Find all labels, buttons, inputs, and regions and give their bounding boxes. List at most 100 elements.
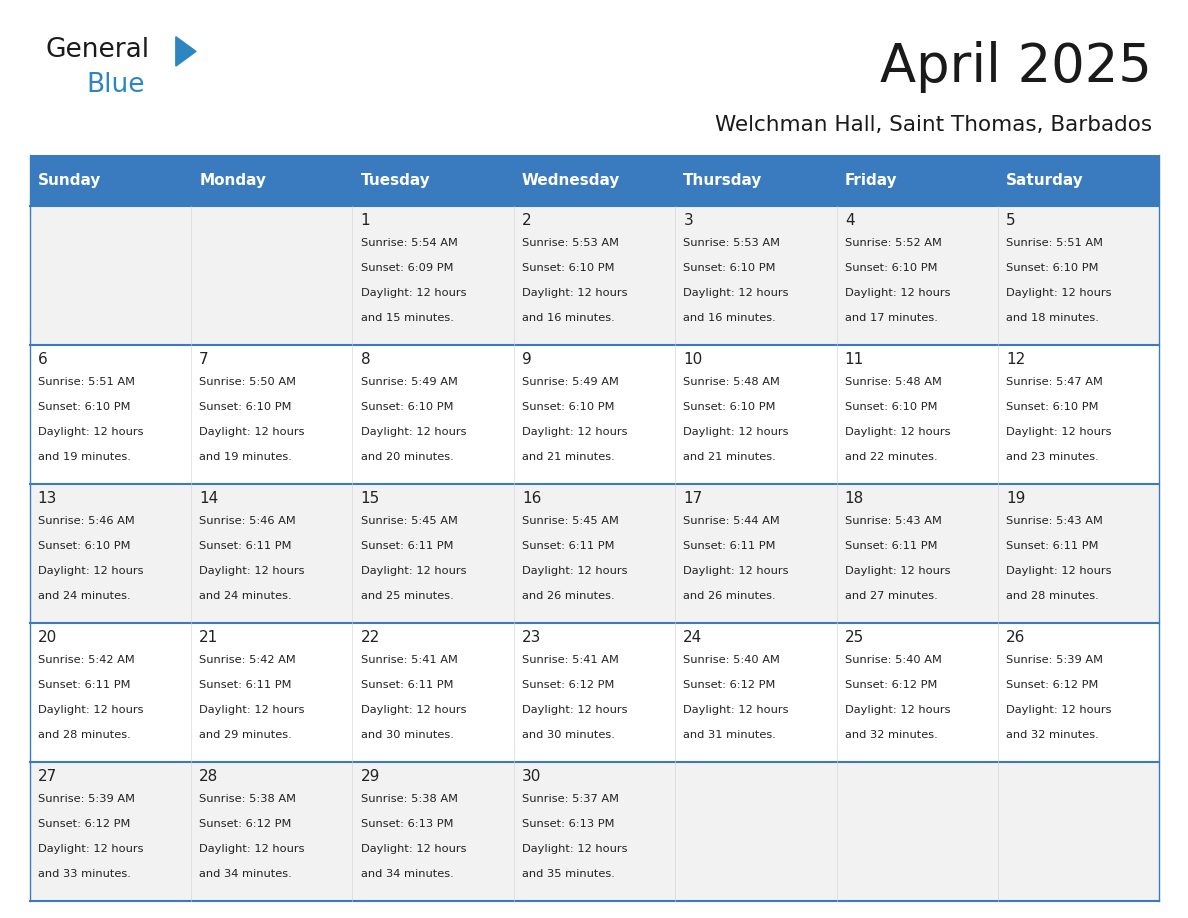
Text: Sunset: 6:10 PM: Sunset: 6:10 PM	[1006, 402, 1099, 412]
Text: Sunset: 6:11 PM: Sunset: 6:11 PM	[38, 680, 131, 690]
Text: 24: 24	[683, 630, 702, 645]
Text: 30: 30	[522, 769, 542, 784]
Text: Daylight: 12 hours: Daylight: 12 hours	[1006, 566, 1112, 577]
Text: Sunrise: 5:53 AM: Sunrise: 5:53 AM	[522, 238, 619, 248]
Text: 16: 16	[522, 491, 542, 506]
Text: Sunrise: 5:46 AM: Sunrise: 5:46 AM	[200, 516, 296, 526]
Text: Sunset: 6:10 PM: Sunset: 6:10 PM	[1006, 263, 1099, 273]
Text: Tuesday: Tuesday	[361, 173, 430, 188]
Text: Sunset: 6:10 PM: Sunset: 6:10 PM	[683, 402, 776, 412]
Text: 22: 22	[361, 630, 380, 645]
Text: and 32 minutes.: and 32 minutes.	[1006, 731, 1099, 740]
Text: Sunset: 6:11 PM: Sunset: 6:11 PM	[200, 542, 292, 551]
Text: 18: 18	[845, 491, 864, 506]
Text: Sunrise: 5:48 AM: Sunrise: 5:48 AM	[683, 377, 781, 387]
Text: and 30 minutes.: and 30 minutes.	[522, 731, 615, 740]
Text: Daylight: 12 hours: Daylight: 12 hours	[845, 427, 950, 437]
Text: Sunrise: 5:41 AM: Sunrise: 5:41 AM	[361, 655, 457, 666]
Text: and 16 minutes.: and 16 minutes.	[683, 313, 776, 323]
Text: Sunrise: 5:40 AM: Sunrise: 5:40 AM	[845, 655, 942, 666]
Text: Sunset: 6:11 PM: Sunset: 6:11 PM	[361, 680, 453, 690]
Text: Daylight: 12 hours: Daylight: 12 hours	[38, 566, 144, 577]
Text: Daylight: 12 hours: Daylight: 12 hours	[200, 427, 304, 437]
Text: 26: 26	[1006, 630, 1025, 645]
Text: 5: 5	[1006, 213, 1016, 228]
Text: Daylight: 12 hours: Daylight: 12 hours	[522, 566, 627, 577]
Text: Sunrise: 5:53 AM: Sunrise: 5:53 AM	[683, 238, 781, 248]
Text: and 22 minutes.: and 22 minutes.	[845, 453, 937, 462]
Text: Thursday: Thursday	[683, 173, 763, 188]
Text: 4: 4	[845, 213, 854, 228]
Text: Sunset: 6:12 PM: Sunset: 6:12 PM	[38, 820, 131, 829]
Text: and 28 minutes.: and 28 minutes.	[1006, 591, 1099, 601]
Text: Sunrise: 5:38 AM: Sunrise: 5:38 AM	[361, 794, 457, 804]
Text: and 16 minutes.: and 16 minutes.	[522, 313, 614, 323]
Text: Sunrise: 5:40 AM: Sunrise: 5:40 AM	[683, 655, 781, 666]
Text: Daylight: 12 hours: Daylight: 12 hours	[1006, 288, 1112, 298]
Text: 28: 28	[200, 769, 219, 784]
Text: 13: 13	[38, 491, 57, 506]
Text: and 24 minutes.: and 24 minutes.	[200, 591, 292, 601]
Text: Sunrise: 5:47 AM: Sunrise: 5:47 AM	[1006, 377, 1102, 387]
Text: Daylight: 12 hours: Daylight: 12 hours	[522, 705, 627, 715]
Text: Sunset: 6:12 PM: Sunset: 6:12 PM	[200, 820, 291, 829]
Text: Sunset: 6:10 PM: Sunset: 6:10 PM	[845, 263, 937, 273]
Text: Sunset: 6:10 PM: Sunset: 6:10 PM	[522, 263, 614, 273]
Text: Sunset: 6:11 PM: Sunset: 6:11 PM	[683, 542, 776, 551]
Text: Sunset: 6:11 PM: Sunset: 6:11 PM	[1006, 542, 1099, 551]
Text: Sunset: 6:13 PM: Sunset: 6:13 PM	[522, 820, 614, 829]
Text: Sunday: Sunday	[38, 173, 101, 188]
Text: Sunset: 6:11 PM: Sunset: 6:11 PM	[361, 542, 453, 551]
Text: and 30 minutes.: and 30 minutes.	[361, 731, 454, 740]
Text: Sunrise: 5:41 AM: Sunrise: 5:41 AM	[522, 655, 619, 666]
Text: Welchman Hall, Saint Thomas, Barbados: Welchman Hall, Saint Thomas, Barbados	[715, 115, 1152, 135]
Text: Sunrise: 5:42 AM: Sunrise: 5:42 AM	[200, 655, 296, 666]
Text: Sunset: 6:12 PM: Sunset: 6:12 PM	[683, 680, 776, 690]
Text: Sunset: 6:11 PM: Sunset: 6:11 PM	[522, 542, 614, 551]
Text: Sunrise: 5:49 AM: Sunrise: 5:49 AM	[361, 377, 457, 387]
Text: and 23 minutes.: and 23 minutes.	[1006, 453, 1099, 462]
Text: and 26 minutes.: and 26 minutes.	[522, 591, 614, 601]
Text: 29: 29	[361, 769, 380, 784]
Text: Daylight: 12 hours: Daylight: 12 hours	[38, 427, 144, 437]
Text: Sunrise: 5:38 AM: Sunrise: 5:38 AM	[200, 794, 296, 804]
Text: Sunrise: 5:44 AM: Sunrise: 5:44 AM	[683, 516, 781, 526]
Text: Daylight: 12 hours: Daylight: 12 hours	[522, 845, 627, 855]
Text: 15: 15	[361, 491, 380, 506]
Text: 9: 9	[522, 352, 532, 367]
Text: Sunrise: 5:43 AM: Sunrise: 5:43 AM	[1006, 516, 1102, 526]
Text: 17: 17	[683, 491, 702, 506]
Text: Friday: Friday	[845, 173, 897, 188]
Text: Daylight: 12 hours: Daylight: 12 hours	[845, 566, 950, 577]
Text: and 24 minutes.: and 24 minutes.	[38, 591, 131, 601]
Text: Sunset: 6:10 PM: Sunset: 6:10 PM	[522, 402, 614, 412]
Text: Sunrise: 5:37 AM: Sunrise: 5:37 AM	[522, 794, 619, 804]
Text: Sunset: 6:12 PM: Sunset: 6:12 PM	[845, 680, 937, 690]
Text: and 34 minutes.: and 34 minutes.	[200, 869, 292, 879]
Text: Daylight: 12 hours: Daylight: 12 hours	[200, 705, 304, 715]
Text: 23: 23	[522, 630, 542, 645]
Text: and 20 minutes.: and 20 minutes.	[361, 453, 454, 462]
Text: and 21 minutes.: and 21 minutes.	[683, 453, 776, 462]
Text: and 15 minutes.: and 15 minutes.	[361, 313, 454, 323]
Text: Daylight: 12 hours: Daylight: 12 hours	[38, 845, 144, 855]
Text: Sunrise: 5:51 AM: Sunrise: 5:51 AM	[38, 377, 134, 387]
Text: Daylight: 12 hours: Daylight: 12 hours	[200, 845, 304, 855]
Text: 25: 25	[845, 630, 864, 645]
Text: and 18 minutes.: and 18 minutes.	[1006, 313, 1099, 323]
Text: and 33 minutes.: and 33 minutes.	[38, 869, 131, 879]
Text: 2: 2	[522, 213, 531, 228]
Text: Daylight: 12 hours: Daylight: 12 hours	[683, 427, 789, 437]
Text: Sunrise: 5:39 AM: Sunrise: 5:39 AM	[38, 794, 134, 804]
Text: Wednesday: Wednesday	[522, 173, 620, 188]
Text: and 21 minutes.: and 21 minutes.	[522, 453, 614, 462]
Text: and 35 minutes.: and 35 minutes.	[522, 869, 615, 879]
Text: and 17 minutes.: and 17 minutes.	[845, 313, 937, 323]
Text: Sunrise: 5:42 AM: Sunrise: 5:42 AM	[38, 655, 134, 666]
Text: Sunrise: 5:45 AM: Sunrise: 5:45 AM	[522, 516, 619, 526]
Text: 10: 10	[683, 352, 702, 367]
Text: and 28 minutes.: and 28 minutes.	[38, 731, 131, 740]
Text: Daylight: 12 hours: Daylight: 12 hours	[361, 705, 466, 715]
Text: Sunset: 6:10 PM: Sunset: 6:10 PM	[845, 402, 937, 412]
Text: Sunset: 6:10 PM: Sunset: 6:10 PM	[38, 402, 131, 412]
